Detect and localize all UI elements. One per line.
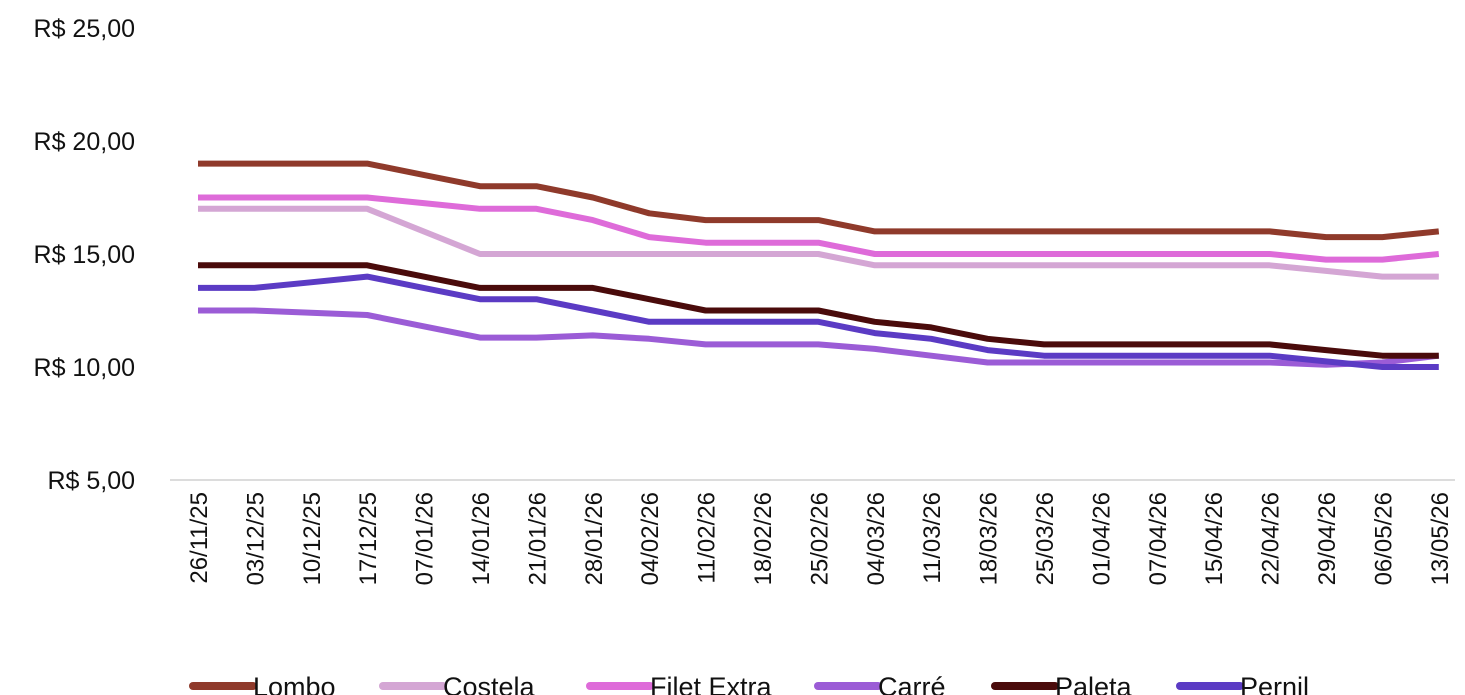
x-tick-label: 04/03/26: [863, 492, 890, 585]
legend: Lombo Costela Filet Extra Carré Paleta Pernil: [189, 672, 1309, 695]
legend-item: Pernil: [1176, 672, 1309, 695]
y-tick-label: R$ 20,00: [34, 128, 135, 156]
x-tick-label: 21/01/26: [524, 492, 551, 585]
legend-item: Carré: [814, 672, 946, 695]
legend-label: Pernil: [1240, 672, 1309, 695]
legend-label: Carré: [878, 672, 946, 695]
y-axis-ticks: R$ 5,00 R$ 10,00 R$ 15,00 R$ 20,00 R$ 25,00: [34, 15, 135, 495]
x-tick-label: 28/01/26: [581, 492, 608, 585]
x-tick-label: 07/04/26: [1145, 492, 1172, 585]
series-line-costela: [198, 205, 1439, 280]
series-lines: [198, 160, 1440, 370]
x-tick-label: 15/04/26: [1201, 492, 1228, 585]
series-line-filet-extra: [198, 194, 1440, 263]
legend-item: Costela: [379, 672, 536, 695]
legend-item: Paleta: [991, 672, 1133, 695]
legend-item: Lombo: [189, 672, 336, 695]
legend-label: Lombo: [253, 672, 336, 695]
x-tick-label: 10/12/25: [299, 492, 326, 585]
x-tick-label: 14/01/26: [468, 492, 495, 585]
x-tick-label: 04/02/26: [637, 492, 664, 585]
y-tick-label: R$ 25,00: [34, 15, 135, 43]
y-tick-label: R$ 10,00: [34, 354, 135, 382]
series-line-carr-: [198, 307, 1440, 368]
x-axis-ticks: 26/11/25 03/12/25 10/12/25 17/12/25 07/01/26…: [186, 492, 1454, 585]
x-tick-label: 11/02/26: [694, 492, 721, 584]
x-tick-label: 25/02/26: [806, 492, 833, 585]
legend-label: Costela: [443, 672, 536, 695]
x-tick-label: 03/12/25: [242, 492, 269, 585]
x-tick-label: 11/03/26: [919, 492, 946, 584]
x-tick-label: 29/04/26: [1314, 492, 1341, 585]
x-tick-label: 01/04/26: [1088, 492, 1115, 585]
series-line-pernil: [198, 273, 1439, 370]
x-tick-label: 18/03/26: [976, 492, 1003, 585]
y-tick-label: R$ 15,00: [34, 241, 135, 269]
series-line-lombo: [198, 160, 1440, 241]
legend-item: Filet Extra: [586, 672, 773, 695]
x-tick-label: 13/05/26: [1427, 492, 1454, 585]
x-tick-label: 06/05/26: [1370, 492, 1397, 585]
legend-label: Filet Extra: [650, 672, 773, 695]
x-tick-label: 25/03/26: [1032, 492, 1059, 585]
legend-label: Paleta: [1055, 672, 1133, 695]
x-tick-label: 07/01/26: [412, 492, 439, 585]
series-line-paleta: [198, 262, 1439, 359]
x-tick-label: 17/12/25: [355, 492, 382, 585]
x-tick-label: 22/04/26: [1258, 492, 1285, 585]
x-tick-label: 26/11/25: [186, 492, 213, 584]
x-tick-label: 18/02/26: [750, 492, 777, 585]
y-tick-label: R$ 5,00: [47, 467, 135, 495]
